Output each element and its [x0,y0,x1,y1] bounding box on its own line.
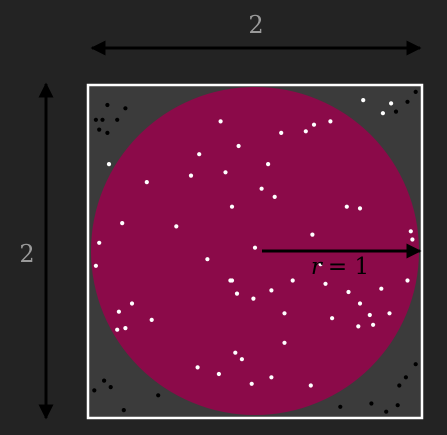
point-outside [405,99,410,104]
point-outside [397,383,402,388]
point-inside [282,340,287,345]
point-inside [379,286,384,291]
point-outside [105,102,110,108]
point-outside [97,127,102,132]
point-inside [251,296,256,301]
point-inside [174,224,179,229]
height-label: 2 [19,240,34,268]
inscribed-circle [91,87,419,415]
point-inside [106,162,112,167]
point-inside [387,311,392,316]
point-inside [259,186,264,191]
point-inside [266,162,271,167]
point-inside [318,262,323,267]
point-inside [269,375,274,380]
point-inside [330,316,335,321]
point-inside [249,381,254,386]
point-inside [205,257,210,262]
point-outside [100,117,105,122]
point-inside [195,365,200,370]
point-inside [328,119,333,124]
point-inside [357,301,363,306]
radius-equals: = 1 [328,254,369,280]
point-inside [344,204,349,209]
point-outside [338,404,343,409]
radius-label: r = 1 [311,254,369,280]
point-inside [361,98,366,103]
point-inside [188,173,194,178]
point-outside [156,393,161,398]
point-inside [239,357,244,362]
point-outside [93,117,98,122]
point-inside [410,237,415,242]
point-inside [408,229,413,234]
point-inside [356,324,361,329]
point-inside [149,317,154,322]
point-inside [229,278,235,283]
point-outside [108,385,113,390]
width-label: 2 [248,11,263,39]
point-inside [236,143,241,149]
point-inside [116,309,121,314]
point-inside [346,289,351,295]
point-inside [323,281,328,286]
point-inside [115,327,120,332]
radius-variable: r [311,254,324,280]
point-inside [229,204,235,209]
point-inside [123,326,128,331]
point-inside [282,311,287,316]
point-inside [129,301,135,306]
point-inside [223,170,228,175]
point-outside [384,409,389,414]
point-outside [413,89,418,94]
point-outside [403,375,408,380]
point-outside [395,403,400,408]
point-inside [290,278,295,283]
point-inside [218,119,223,124]
point-outside [123,106,128,111]
point-outside [121,408,126,413]
point-outside [92,388,97,393]
point-inside [272,194,277,199]
point-outside [102,378,107,383]
point-inside [357,206,363,211]
point-inside [303,129,308,134]
point-outside [369,401,374,406]
point-inside [371,322,376,327]
point-inside [405,278,410,283]
point-inside [269,288,274,293]
point-inside [144,180,149,185]
point-inside [389,101,394,106]
point-inside [216,371,221,377]
point-inside [311,122,317,127]
point-inside [380,111,385,116]
point-outside [105,130,110,135]
point-outside [413,362,418,367]
random-points [92,89,418,414]
point-inside [120,221,125,226]
point-inside [197,152,202,157]
point-inside [308,383,313,388]
point-inside [367,312,372,318]
point-outside [115,117,120,122]
point-outside [393,109,399,114]
point-inside [234,291,240,296]
point-inside [279,130,284,135]
point-inside [97,240,102,245]
point-inside [310,232,315,237]
point-inside [93,263,98,268]
point-inside [252,245,258,250]
point-inside [233,350,238,355]
